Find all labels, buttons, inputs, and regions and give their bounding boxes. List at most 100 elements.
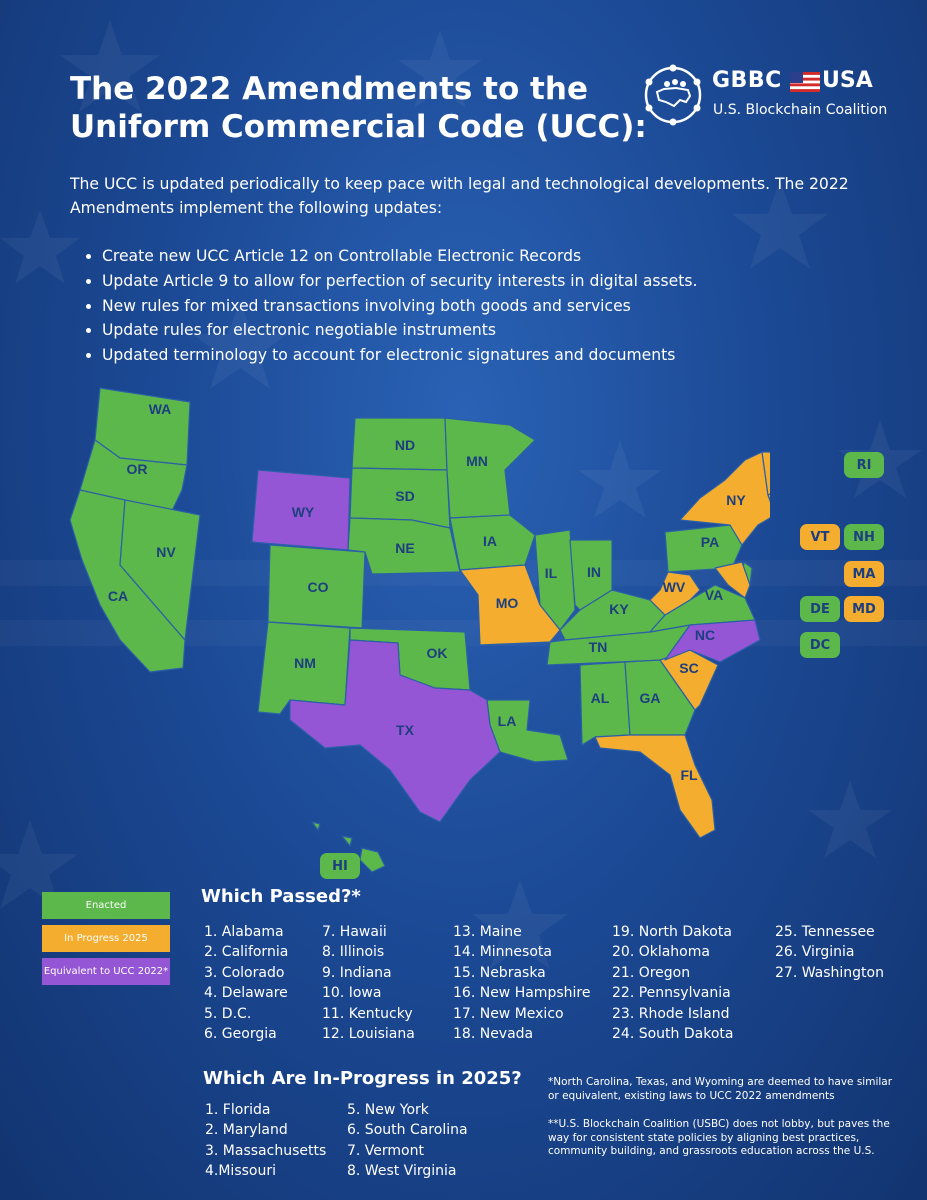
update-item: Updated terminology to account for elect… [102, 343, 882, 368]
in-progress-column-2: 5. New York 6. South Carolina 7. Vermont… [347, 1100, 468, 1182]
label-va: VA [705, 587, 723, 603]
state-ma [767, 493, 770, 501]
state-mo [459, 564, 561, 646]
list-item: 12. Louisiana [322, 1026, 415, 1043]
state-pa [664, 524, 743, 573]
legend-enacted-label: Enacted [85, 900, 127, 911]
label-mn: MN [466, 453, 488, 469]
logo-country: USA [822, 68, 873, 93]
label-wa: WA [149, 401, 172, 417]
pill-nh-text: NH [853, 529, 875, 545]
coalition-network-icon [644, 64, 702, 126]
list-item: 6. South Carolina [347, 1122, 468, 1139]
list-item: 18. Nevada [453, 1026, 534, 1043]
label-hi-text: HI [332, 858, 348, 874]
update-item: Update Article 9 to allow for perfection… [102, 269, 882, 294]
state-nc [664, 619, 761, 663]
passed-heading: Which Passed?* [201, 886, 361, 907]
list-item: 6. Georgia [204, 1026, 277, 1043]
list-item: 15. Nebraska [453, 964, 546, 981]
state-ga [624, 659, 696, 736]
legend-in-progress-label: In Progress 2025 [64, 933, 148, 944]
pill-md: MD [844, 596, 884, 622]
label-ga: GA [640, 690, 661, 706]
pill-ma: MA [844, 561, 884, 587]
legend-enacted: Enacted [42, 892, 170, 919]
list-item: 26. Virginia [775, 944, 855, 961]
list-item: 17. New Mexico [453, 1005, 564, 1022]
list-item: 22. Pennsylvania [612, 985, 731, 1002]
list-item: 24. South Dakota [612, 1026, 734, 1043]
intro-paragraph: The UCC is updated periodically to keep … [70, 175, 849, 217]
list-item: 21. Oregon [612, 964, 691, 981]
label-fl: FL [680, 767, 698, 783]
state-tx [289, 639, 501, 823]
pill-ri: RI [844, 452, 884, 478]
label-sd: SD [395, 488, 414, 504]
page-title: The 2022 Amendments to the Uniform Comme… [70, 70, 650, 146]
list-item: 10. Iowa [322, 985, 382, 1002]
title-line-1: The 2022 Amendments to the [70, 71, 588, 107]
list-item: 8. West Virginia [347, 1163, 457, 1180]
list-item: 3. Massachusetts [205, 1142, 327, 1159]
state-wy [251, 469, 351, 551]
gbbc-usa-logo: GBBC USA U.S. Blockchain Coalition [640, 62, 900, 132]
label-wy: WY [292, 504, 315, 520]
label-hi: HI [320, 853, 360, 879]
state-il [534, 529, 576, 631]
in-progress-column-1: 1. Florida 2. Maryland 3. Massachusetts … [205, 1100, 326, 1182]
state-mn [444, 417, 536, 519]
pill-ri-text: RI [856, 457, 872, 473]
label-ok: OK [427, 645, 448, 661]
label-tn: TN [589, 639, 608, 655]
list-item: 1. Alabama [204, 924, 284, 940]
list-item: 19. North Dakota [612, 924, 732, 940]
label-wv: WV [663, 579, 686, 595]
list-item: 11. Kentucky [322, 1005, 413, 1022]
label-pa: PA [701, 534, 719, 550]
pill-vt: VT [800, 524, 840, 550]
label-nv: NV [156, 544, 176, 560]
list-item: 20. Oklahoma [612, 944, 710, 961]
list-item: 3. Colorado [204, 964, 285, 981]
label-ky: KY [609, 601, 629, 617]
pill-dc-text: DC [809, 637, 831, 653]
us-state-map: WA OR CA NV WY CO NM ND SD NE MN IA MO O… [69, 387, 770, 873]
pill-nh: NH [844, 524, 884, 550]
list-item: 14. Minnesota [453, 944, 552, 961]
list-item: 13. Maine [453, 924, 522, 940]
state-ia [449, 514, 536, 571]
state-wv [649, 571, 701, 616]
list-item: 16. New Hampshire [453, 985, 591, 1002]
label-co: CO [308, 579, 329, 595]
pill-dc: DC [800, 632, 840, 658]
list-item: 5. D.C. [204, 1005, 252, 1022]
list-item: 2. Maryland [205, 1122, 288, 1139]
legend-equivalent-label: Equivalent to UCC 2022* [43, 966, 169, 977]
list-item: 9. Indiana [322, 964, 392, 981]
label-ny: NY [726, 492, 746, 508]
usbc-footnote: **U.S. Blockchain Coalition (USBC) does … [548, 1118, 890, 1157]
label-nd: ND [395, 437, 415, 453]
passed-column-2: 7. Hawaii 8. Illinois 9. Indiana 10. Iow… [322, 922, 415, 1044]
state-fl [594, 734, 716, 839]
logo-subtitle: U.S. Blockchain Coalition [713, 102, 888, 118]
pill-md-text: MD [852, 601, 876, 617]
passed-column-5: 25. Tennessee 26. Virginia 27. Washingto… [775, 922, 884, 983]
update-item: Update rules for electronic negotiable i… [102, 318, 882, 343]
update-item: New rules for mixed transactions involvi… [102, 294, 882, 319]
list-item: 25. Tennessee [775, 924, 875, 940]
legend-in-progress: In Progress 2025 [42, 925, 170, 952]
list-item: 2. California [204, 944, 289, 961]
pill-de-text: DE [810, 601, 830, 617]
label-in: IN [587, 564, 601, 580]
list-item: 4.Missouri [205, 1163, 276, 1180]
equivalent-footnote: *North Carolina, Texas, and Wyoming are … [548, 1076, 893, 1102]
pill-de: DE [800, 596, 840, 622]
list-item: 27. Washington [775, 964, 884, 981]
state-nv [119, 499, 201, 641]
state-vt [761, 451, 770, 496]
logo-brand: GBBC [712, 68, 782, 93]
label-sc: SC [679, 660, 698, 676]
update-item: Create new UCC Article 12 on Controllabl… [102, 244, 882, 269]
